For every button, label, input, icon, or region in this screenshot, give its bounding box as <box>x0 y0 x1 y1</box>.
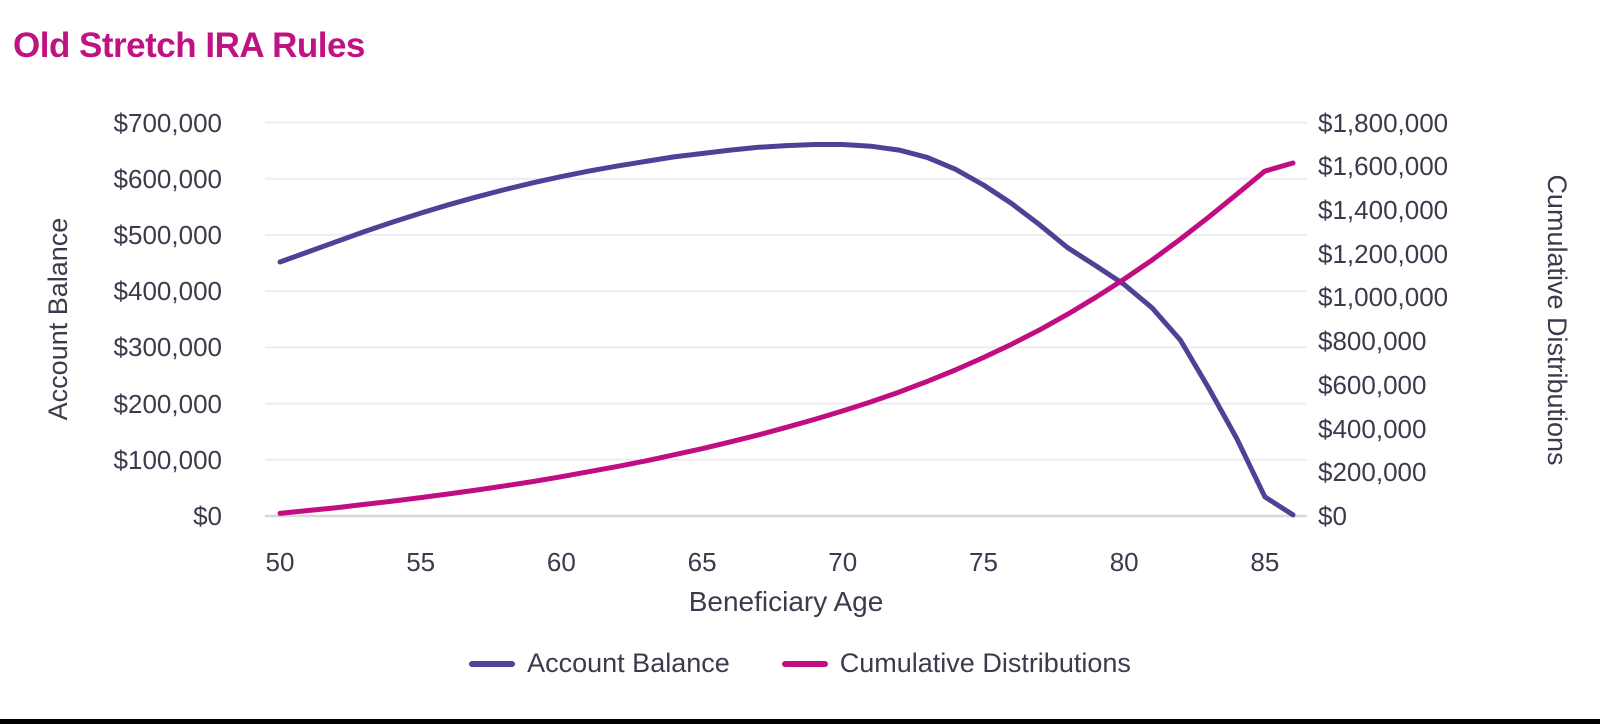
left-axis-title: Account Balance <box>43 217 73 421</box>
x-axis-title: Beneficiary Age <box>688 586 884 617</box>
right-axis-tick: $200,000 <box>1318 457 1427 488</box>
x-axis-tick: 60 <box>546 547 576 577</box>
x-axis-tick: 70 <box>828 547 858 577</box>
left-axis-tick: $600,000 <box>113 163 222 194</box>
bottom-border-bar <box>0 719 1600 724</box>
right-axis-tick: $800,000 <box>1318 326 1427 357</box>
cumulative-distributions-line <box>277 160 1296 516</box>
right-axis-tick: $1,000,000 <box>1318 282 1449 313</box>
account-balance-line-swatch <box>469 660 516 667</box>
x-axis-tick: 80 <box>1109 547 1139 577</box>
x-axis-tick: 50 <box>265 547 295 577</box>
account-balance-line <box>277 142 1296 518</box>
left-axis-tick: $400,000 <box>113 276 222 307</box>
cumulative-distributions-line-swatch <box>781 660 828 667</box>
right-axis-tick: $1,200,000 <box>1318 238 1449 269</box>
left-axis-tick: $500,000 <box>113 220 222 250</box>
x-axis-tick: 55 <box>406 547 436 577</box>
right-axis-tick: $1,800,000 <box>1318 107 1449 138</box>
x-axis-tick: 75 <box>969 547 998 577</box>
legend-label-account-balance: Account Balance <box>527 648 730 678</box>
left-axis-tick: $700,000 <box>113 107 222 138</box>
x-axis-tick: 65 <box>687 547 717 577</box>
legend-label-cumulative-distributions: Cumulative Distributions <box>839 648 1131 678</box>
chart-title: Old Stretch IRA Rules <box>13 26 365 65</box>
legend-item-account-balance: Account Balance <box>469 648 730 679</box>
legend: Account Balance Cumulative Distributions <box>0 648 1600 679</box>
right-axis-tick: $400,000 <box>1318 413 1427 444</box>
left-axis-tick: $0 <box>193 501 222 531</box>
right-axis-tick: $600,000 <box>1318 369 1427 400</box>
x-axis-tick: 85 <box>1250 547 1280 577</box>
right-axis-tick: $1,400,000 <box>1318 195 1449 226</box>
left-axis-tick: $100,000 <box>113 444 222 475</box>
left-axis-tick: $200,000 <box>113 388 222 419</box>
legend-item-cumulative-distributions: Cumulative Distributions <box>781 648 1131 679</box>
right-axis-title: Cumulative Distributions <box>1542 174 1572 466</box>
right-axis-tick: $0 <box>1318 501 1347 531</box>
right-axis-tick: $1,600,000 <box>1318 151 1449 182</box>
left-axis-tick: $300,000 <box>113 332 222 363</box>
